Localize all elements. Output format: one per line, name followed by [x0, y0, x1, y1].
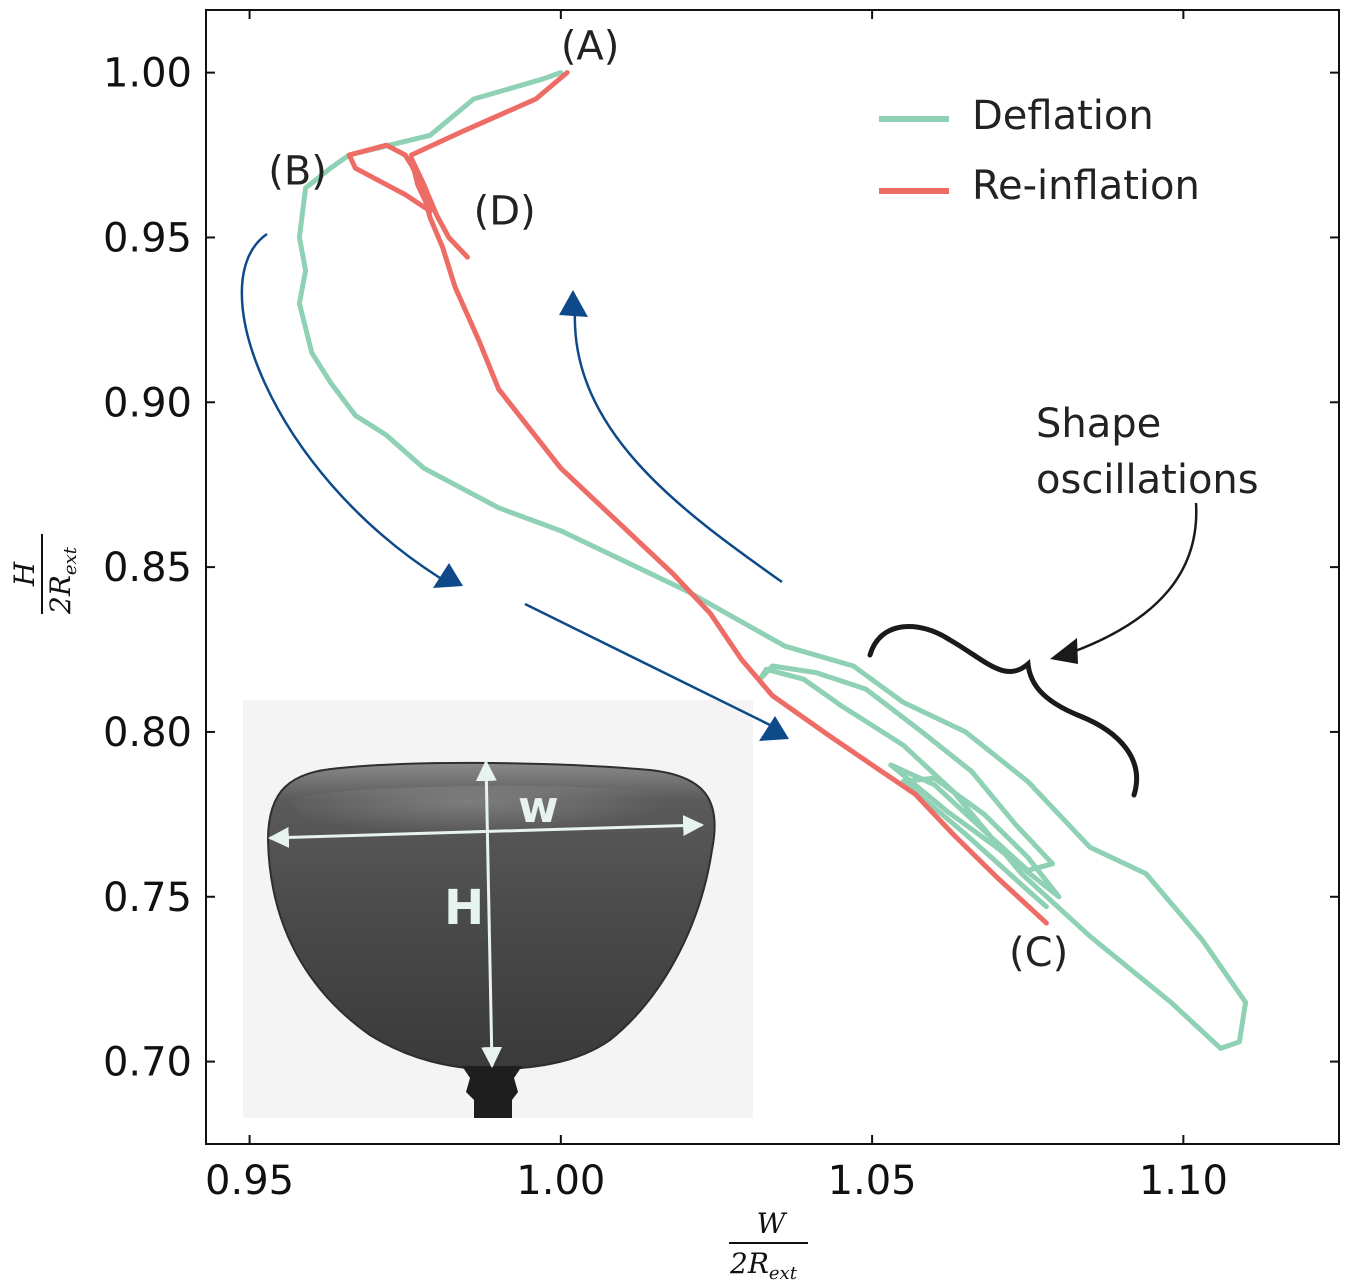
reinflation-arrow — [573, 309, 783, 584]
y-tick-label: 0.75 — [103, 875, 192, 921]
inset-width-label: w — [518, 782, 559, 833]
y-axis-label: H 2Rext — [8, 534, 81, 615]
series-layer — [296, 70, 1249, 1051]
inset-height-label: H — [444, 880, 484, 936]
x-tick-label: 1.10 — [1139, 1158, 1228, 1204]
x-axis-label-denominator: 2Rext — [729, 1247, 798, 1280]
legend-label-reinflation: Re-inflation — [972, 163, 1200, 209]
y-axis-label-denominator: 2Rext — [44, 546, 81, 615]
reinflation-arrow-head — [559, 290, 588, 317]
deflation-arrow-lower-head — [759, 716, 789, 741]
series-line-deflation — [296, 70, 1249, 1051]
callout-arrow — [1069, 502, 1198, 655]
y-tick-label: 0.85 — [103, 545, 192, 591]
axes: 0.95 1.00 1.05 1.10 0.70 0.75 0.80 0.85 0.90 0.9… — [103, 9, 1340, 1204]
annotation-label: (C) — [1009, 930, 1068, 976]
legend-label-deflation: Deflation — [972, 93, 1154, 139]
y-ticks: 0.70 0.75 0.80 0.85 0.90 0.95 1.00 — [103, 51, 1339, 1086]
x-axis-label-denominator-sub: ext — [769, 1263, 798, 1280]
x-tick-label: 1.00 — [516, 1158, 605, 1204]
point-annotations: (A) (B) (D) (C) — [268, 23, 1068, 976]
needle — [462, 1066, 522, 1118]
shape-oscillations-callout: Shape oscillations — [867, 401, 1259, 798]
direction-arrows — [240, 232, 789, 741]
y-tick-label: 1.00 — [103, 51, 192, 97]
legend: Deflation Re-inflation — [879, 93, 1200, 209]
note-line-2: oscillations — [1036, 457, 1259, 503]
x-axis-label-numerator: W — [757, 1207, 788, 1240]
deflation-arrow-upper — [240, 232, 441, 580]
y-tick-label: 0.80 — [103, 710, 192, 756]
height-arrow — [475, 759, 503, 1069]
note-line-1: Shape — [1036, 401, 1161, 447]
x-axis-label: W 2Rext — [729, 1207, 808, 1280]
plot-frame — [205, 9, 1340, 1145]
x-axis-label-denominator-main: 2R — [729, 1247, 769, 1280]
annotation-label: (B) — [268, 149, 327, 195]
x-tick-label: 0.95 — [205, 1158, 294, 1204]
x-tick-label: 1.05 — [828, 1158, 917, 1204]
y-axis-label-denominator-sub: ext — [60, 546, 81, 575]
y-axis-label-numerator: H — [8, 561, 41, 587]
y-tick-label: 0.90 — [103, 380, 192, 426]
inset-photo: w H — [243, 700, 753, 1118]
series-line-re-inflation — [346, 142, 1049, 926]
callout-arrow-head — [1050, 638, 1078, 664]
y-axis-label-denominator-main: 2R — [44, 575, 77, 615]
annotation-label: (A) — [561, 23, 620, 69]
brace — [867, 624, 1140, 798]
x-ticks: 0.95 1.00 1.05 1.10 — [205, 10, 1228, 1204]
deflation-arrow-lower — [524, 602, 771, 727]
y-tick-label: 0.95 — [103, 215, 192, 261]
annotation-label: (D) — [474, 188, 536, 234]
y-tick-label: 0.70 — [103, 1040, 192, 1086]
deflation-arrow-upper-head — [433, 563, 463, 588]
series-line-re-inflation-upper — [408, 70, 570, 158]
